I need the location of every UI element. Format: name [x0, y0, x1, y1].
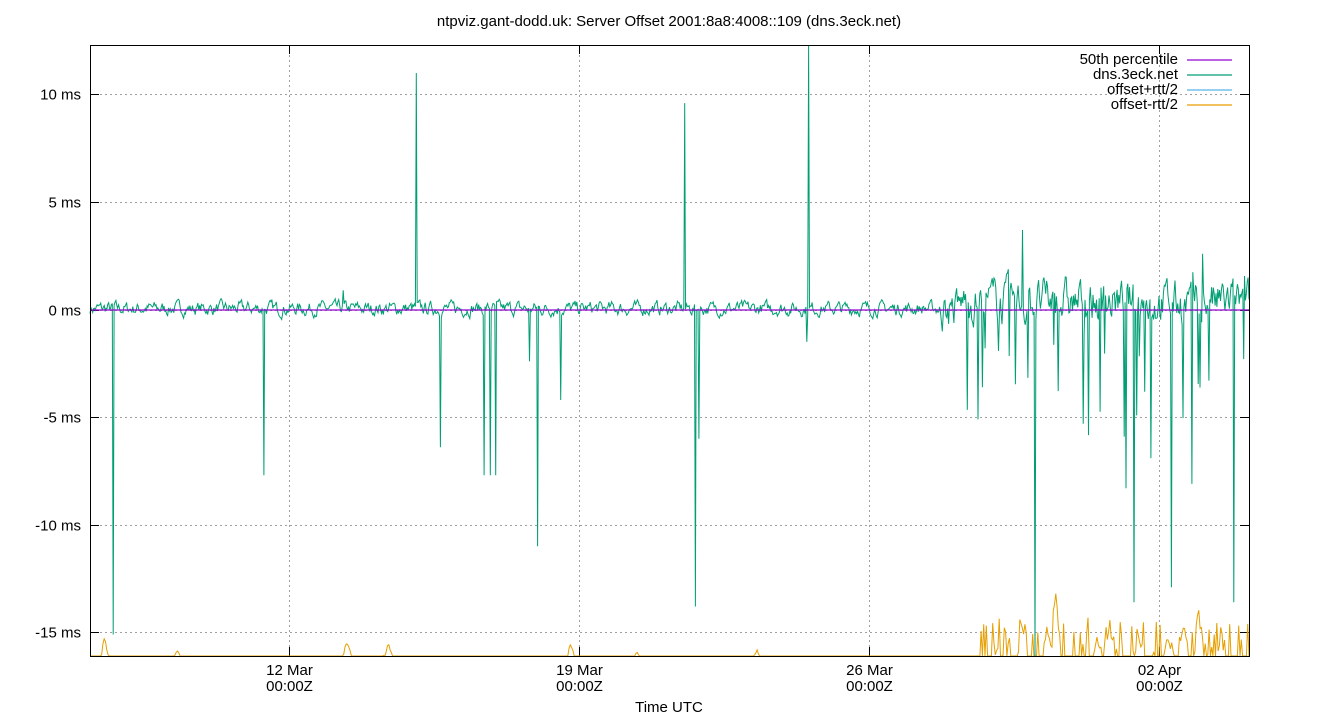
legend-label: offset-rtt/2 [1111, 96, 1178, 113]
y-tick-label: -10 ms [35, 518, 81, 535]
x-tick-label-time: 00:00Z [556, 678, 603, 695]
green-line [89, 44, 1250, 657]
x-axis-label: Time UTC [635, 699, 703, 716]
chart-title: ntpviz.gant-dodd.uk: Server Offset 2001:… [437, 13, 901, 30]
x-tick-label-date: 02 Apr [1138, 662, 1181, 679]
x-tick-label-date: 12 Mar [266, 662, 313, 679]
plot-border [90, 45, 1250, 657]
legend-label: dns.3eck.net [1093, 66, 1179, 83]
x-tick-label-time: 00:00Z [266, 678, 313, 695]
series-dns-3eck-net [89, 44, 1250, 657]
grid-lines [90, 45, 1249, 656]
orange-line [90, 593, 1249, 656]
legend: 50th percentiledns.3eck.netoffset+rtt/2o… [1080, 51, 1232, 113]
y-tick-label: 0 ms [48, 303, 81, 320]
legend-label: 50th percentile [1080, 51, 1178, 68]
legend-label: offset+rtt/2 [1107, 81, 1178, 98]
y-tick-label: -15 ms [35, 625, 81, 642]
y-tick-label: 5 ms [48, 195, 81, 212]
x-tick-label-date: 26 Mar [846, 662, 893, 679]
x-tick-label-date: 19 Mar [556, 662, 603, 679]
series-offset-minus-rtt [90, 593, 1249, 656]
y-tick-label: 10 ms [40, 87, 81, 104]
y-tick-label: -5 ms [44, 410, 82, 427]
x-tick-label-time: 00:00Z [846, 678, 893, 695]
y-axis-ticks: 10 ms 5 ms 0 ms -5 ms -10 ms -15 ms [35, 87, 1249, 642]
x-tick-label-time: 00:00Z [1136, 678, 1183, 695]
